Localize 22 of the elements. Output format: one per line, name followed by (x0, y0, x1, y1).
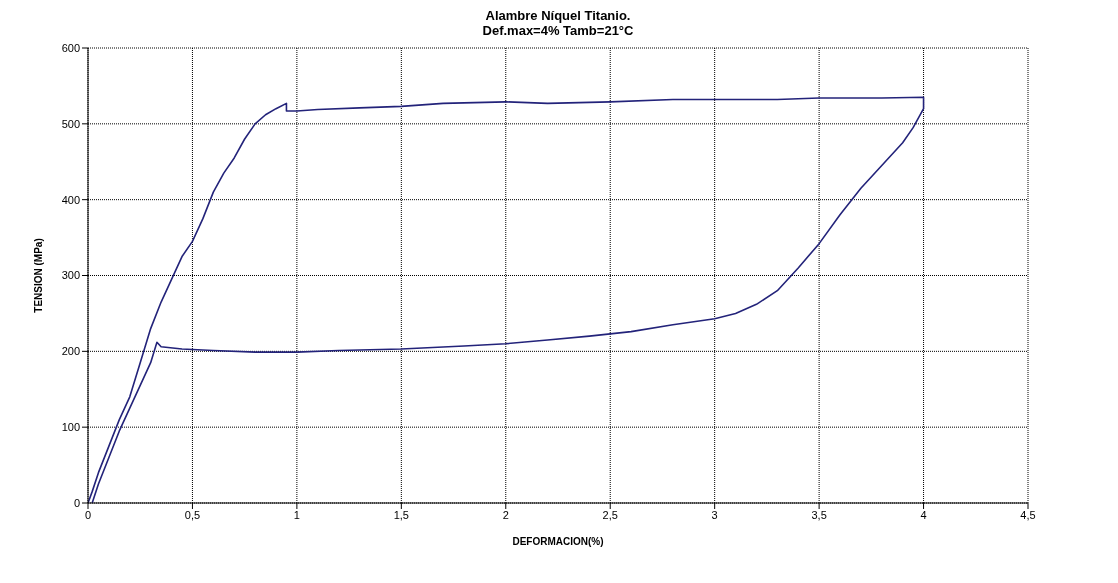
y-tick-label: 600 (61, 41, 80, 54)
chart-subtitle: Def.max=4% Tamb=21°C (481, 23, 635, 38)
y-tick-label: 100 (61, 421, 80, 434)
y-tick-label: 500 (61, 117, 80, 130)
y-tick-label: 300 (61, 269, 80, 282)
x-tick-label: 0,5 (184, 508, 201, 521)
x-tick-label: 4,5 (1020, 508, 1036, 521)
x-axis-title: DEFORMACION(%) (512, 536, 604, 547)
y-tick-label: 0 (73, 496, 80, 509)
y-axis-title: TENSION (MPa) (32, 238, 44, 313)
x-tick-label: 1,5 (393, 508, 409, 521)
x-tick-label: 3 (711, 508, 718, 521)
chart-title: Alambre Níquel Titanio. (484, 8, 632, 23)
x-tick-label: 4 (920, 508, 927, 521)
x-tick-label: 1 (293, 508, 300, 521)
line-series (88, 96, 925, 503)
y-tick-label: 400 (61, 193, 80, 206)
x-tick-label: 2 (502, 508, 509, 521)
x-tick-label: 3,5 (811, 508, 827, 521)
x-tick-label: 0 (84, 508, 92, 521)
x-tick-label: 2,5 (602, 508, 618, 521)
y-tick-label: 200 (61, 345, 80, 358)
